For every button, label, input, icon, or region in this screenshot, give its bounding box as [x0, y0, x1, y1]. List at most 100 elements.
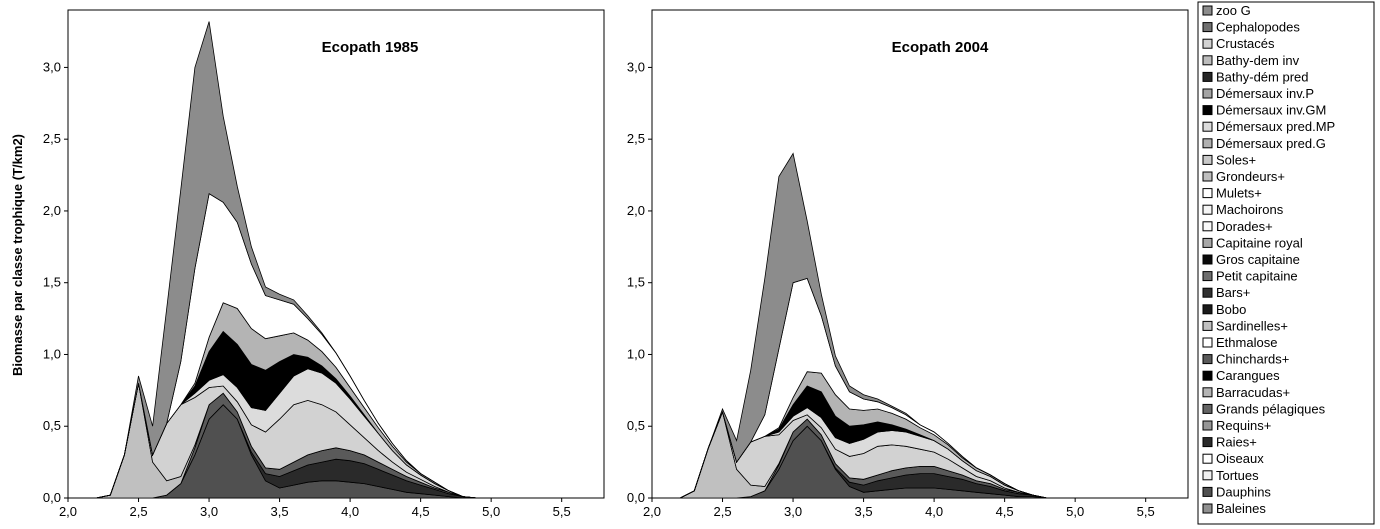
- legend-label: Mulets+: [1216, 186, 1262, 201]
- legend-label: zoo G: [1216, 3, 1251, 18]
- legend-label: Grands pélagiques: [1216, 401, 1326, 416]
- legend-swatch: [1202, 304, 1213, 315]
- legend-label: Tortues: [1216, 468, 1259, 483]
- legend-swatch: [1202, 71, 1213, 82]
- area-layer: [652, 152, 1188, 499]
- legend-label: Dauphins: [1216, 484, 1271, 499]
- legend-label: Raies+: [1216, 435, 1257, 450]
- y-tick-label: 0,0: [627, 490, 645, 505]
- legend-label: Baleines: [1216, 501, 1266, 516]
- legend-swatch: [1202, 387, 1213, 398]
- y-tick-label: 2,0: [43, 203, 61, 218]
- x-tick-label: 4,5: [996, 504, 1014, 519]
- x-tick-label: 3,5: [271, 504, 289, 519]
- legend-label: Démersaux pred.G: [1216, 136, 1326, 151]
- legend-swatch: [1202, 88, 1213, 99]
- legend-swatch: [1202, 470, 1213, 481]
- legend-swatch: [1202, 486, 1213, 497]
- y-tick-label: 1,5: [627, 275, 645, 290]
- legend-swatch: [1202, 221, 1213, 232]
- y-axis-label: Biomasse par classe trophique (T/km2): [10, 134, 25, 376]
- chart-title: Ecopath 2004: [892, 39, 989, 56]
- legend-swatch: [1202, 154, 1213, 165]
- legend-swatch: [1202, 403, 1213, 414]
- y-tick-label: 1,0: [43, 346, 61, 361]
- x-tick-label: 5,0: [1066, 504, 1084, 519]
- legend-label: Bathy-dém pred: [1216, 69, 1309, 84]
- legend-label: Démersaux inv.GM: [1216, 103, 1326, 118]
- area-layer: [68, 21, 604, 499]
- x-tick-label: 4,0: [925, 504, 943, 519]
- legend-label: Gros capitaine: [1216, 252, 1300, 267]
- axis-layer: 2,0 2,5 3,0 3,5 4,0 4,5 5,0 5,5 0,0 0,5 1,0 1,5 2,0 2…: [627, 59, 1155, 519]
- legend-swatch: [1202, 354, 1213, 365]
- legend-swatch: [1202, 171, 1213, 182]
- legend-swatch: [1202, 453, 1213, 464]
- legend-label: Démersaux inv.P: [1216, 86, 1314, 101]
- x-tick-label: 3,5: [855, 504, 873, 519]
- legend-label: Bobo: [1216, 302, 1246, 317]
- legend-swatch: [1202, 121, 1213, 132]
- legend-swatch: [1202, 437, 1213, 448]
- legend-swatch: [1202, 287, 1213, 298]
- legend-swatch: [1202, 5, 1213, 16]
- legend-swatch: [1202, 337, 1213, 348]
- x-tick-label: 2,0: [643, 504, 661, 519]
- chart-panel-ecopath-1985: 2,0 2,5 3,0 3,5 4,0 4,5 5,0 5,5 0,0 0,5 1,0 1,5 2,0 2…: [43, 9, 605, 519]
- legend-label: Machoirons: [1216, 202, 1284, 217]
- legend-label: Capitaine royal: [1216, 235, 1303, 250]
- x-tick-label: 4,5: [412, 504, 430, 519]
- legend-label: Petit capitaine: [1216, 269, 1298, 284]
- legend-swatch: [1202, 188, 1213, 199]
- x-tick-label: 3,0: [200, 504, 218, 519]
- legend-swatch: [1202, 38, 1213, 49]
- area-series-zoo-g: [68, 21, 604, 499]
- legend-swatch: [1202, 22, 1213, 33]
- legend-swatch: [1202, 254, 1213, 265]
- area-series-zoo-g: [652, 152, 1188, 499]
- y-tick-label: 1,0: [627, 346, 645, 361]
- legend-label: Requins+: [1216, 418, 1271, 433]
- legend-label: Bathy-dem inv: [1216, 53, 1300, 68]
- legend-swatch: [1202, 237, 1213, 248]
- y-tick-label: 2,5: [627, 131, 645, 146]
- legend-swatch: [1202, 320, 1213, 331]
- legend-swatch: [1202, 138, 1213, 149]
- legend-label: Ethmalose: [1216, 335, 1277, 350]
- x-tick-label: 4,0: [341, 504, 359, 519]
- y-tick-label: 2,5: [43, 131, 61, 146]
- legend-swatch: [1202, 420, 1213, 431]
- legend-swatch: [1202, 271, 1213, 282]
- x-tick-label: 2,5: [713, 504, 731, 519]
- x-tick-label: 2,0: [59, 504, 77, 519]
- y-tick-label: 2,0: [627, 203, 645, 218]
- legend-label: Oiseaux: [1216, 451, 1264, 466]
- legend-box: [1197, 1, 1375, 525]
- x-tick-label: 2,5: [129, 504, 147, 519]
- legend-swatch: [1202, 55, 1213, 66]
- legend-label: Crustacés: [1216, 36, 1275, 51]
- legend-label: Barracudas+: [1216, 385, 1290, 400]
- chart-panel-ecopath-2004: 2,0 2,5 3,0 3,5 4,0 4,5 5,0 5,5 0,0 0,5 1,0 1,5 2,0 2…: [627, 9, 1189, 519]
- chart-title: Ecopath 1985: [322, 39, 419, 56]
- legend-swatch: [1202, 503, 1213, 514]
- legend-label: Dorades+: [1216, 219, 1273, 234]
- y-tick-label: 3,0: [627, 59, 645, 74]
- y-tick-label: 0,5: [43, 418, 61, 433]
- x-tick-label: 5,5: [1137, 504, 1155, 519]
- legend-label: Soles+: [1216, 152, 1256, 167]
- legend-swatch: [1202, 105, 1213, 116]
- legend-label: Sardinelles+: [1216, 318, 1288, 333]
- y-tick-label: 0,5: [627, 418, 645, 433]
- y-tick-label: 0,0: [43, 490, 61, 505]
- axis-layer: 2,0 2,5 3,0 3,5 4,0 4,5 5,0 5,5 0,0 0,5 1,0 1,5 2,0 2…: [43, 59, 571, 519]
- y-tick-label: 3,0: [43, 59, 61, 74]
- legend-label: Carangues: [1216, 368, 1280, 383]
- legend-label: Bars+: [1216, 285, 1250, 300]
- y-tick-label: 1,5: [43, 275, 61, 290]
- x-tick-label: 5,0: [482, 504, 500, 519]
- x-tick-label: 5,5: [553, 504, 571, 519]
- legend-label: Démersaux pred.MP: [1216, 119, 1335, 134]
